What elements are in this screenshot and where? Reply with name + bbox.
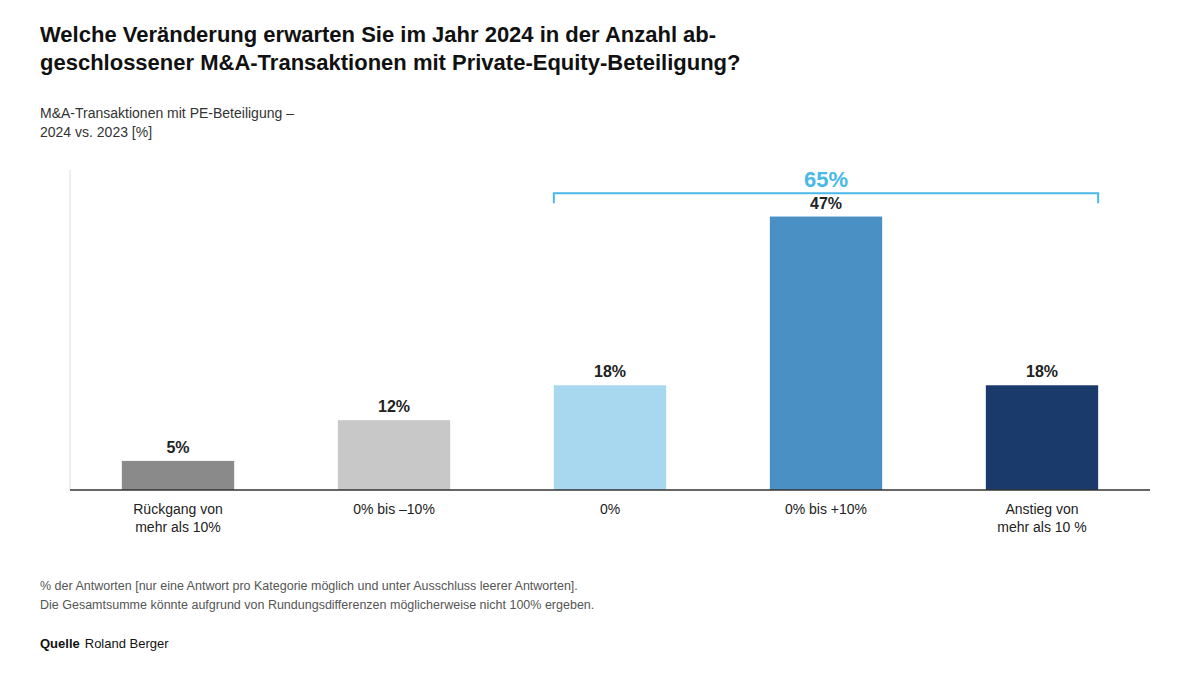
bar	[986, 385, 1098, 490]
bar	[122, 461, 234, 490]
source: Roland Berger	[85, 636, 169, 651]
text-line: 2024 vs. 2023 [%]	[40, 124, 152, 140]
title: Welche Veränderung erwarten Sie im Jahr …	[40, 22, 740, 75]
text-line: mehr als 10 %	[997, 519, 1086, 535]
footnote: % der Antworten [nur eine Antwort pro Ka…	[40, 579, 578, 593]
x-tick-label: 0% bis +10%	[785, 501, 867, 517]
bar	[554, 385, 666, 490]
data-label: 18%	[594, 363, 626, 380]
text-line: 0% bis +10%	[785, 501, 867, 517]
x-tick-label: Anstieg von mehr als 10 %	[997, 501, 1086, 535]
subtitle: M&A-Transaktionen mit PE-Beteiligung – 20…	[40, 105, 294, 140]
data-label: 18%	[1026, 363, 1058, 380]
data-label: 5%	[166, 439, 189, 456]
x-axis-line	[70, 489, 1150, 491]
bars	[122, 217, 1098, 490]
bar	[770, 217, 882, 490]
text-line: 0%	[600, 501, 620, 517]
x-tick-label: 0% bis –10%	[353, 501, 435, 517]
background	[0, 0, 1200, 674]
source: Quelle	[40, 636, 80, 651]
text-line: Rückgang von	[133, 501, 223, 517]
bracket-label: 65%	[804, 167, 848, 192]
text-line: Welche Veränderung erwarten Sie im Jahr …	[40, 22, 716, 47]
text-line: geschlossener M&A-Transaktionen mit Priv…	[40, 50, 740, 75]
text-line: Anstieg von	[1005, 501, 1078, 517]
footnote: Die Gesamtsumme könnte aufgrund von Rund…	[40, 598, 594, 612]
data-label: 12%	[378, 398, 410, 415]
data-label: 47%	[810, 195, 842, 212]
chart-svg: Welche Veränderung erwarten Sie im Jahr …	[0, 0, 1200, 674]
x-tick-label: Rückgang von mehr als 10%	[133, 501, 223, 535]
bracket	[554, 193, 1098, 203]
chart-container: Welche Veränderung erwarten Sie im Jahr …	[0, 0, 1200, 674]
text-line: 0% bis –10%	[353, 501, 435, 517]
bar	[338, 420, 450, 490]
y-axis-line	[70, 170, 71, 490]
text-line: M&A-Transaktionen mit PE-Beteiligung –	[40, 105, 294, 121]
text-line: mehr als 10%	[135, 519, 221, 535]
x-tick-label: 0%	[600, 501, 620, 517]
